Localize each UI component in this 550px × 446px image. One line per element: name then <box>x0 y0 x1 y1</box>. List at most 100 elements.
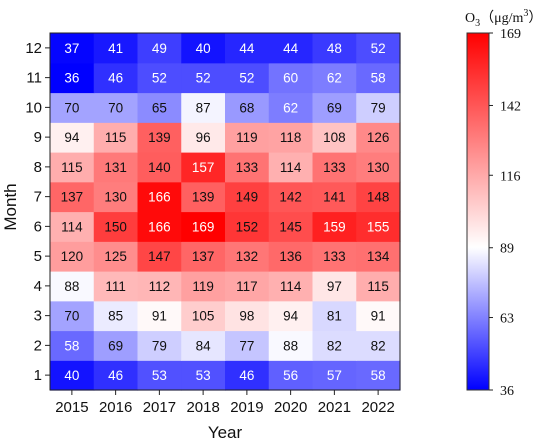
heatmap-cell-label: 41 <box>108 41 123 56</box>
heatmap-cell <box>93 122 139 153</box>
heatmap-cell-label: 65 <box>152 100 167 115</box>
heatmap-cell-label: 137 <box>61 190 84 205</box>
heatmap-cell <box>356 300 401 332</box>
heatmap-cell-label: 159 <box>323 219 346 234</box>
heatmap-cell-label: 36 <box>64 71 79 86</box>
heatmap-cell <box>356 330 401 361</box>
heatmap-cell-label: 70 <box>64 100 79 115</box>
plot-frame <box>49 32 401 391</box>
heatmap-cell <box>93 152 139 183</box>
heatmap-cell-label: 40 <box>196 41 211 56</box>
heatmap-cell <box>181 271 226 302</box>
heatmap-cell <box>93 92 139 123</box>
heatmap-cell-label: 91 <box>371 309 386 324</box>
heatmap-cell <box>93 211 139 242</box>
heatmap-cell <box>312 62 357 94</box>
heatmap-cell <box>312 92 357 123</box>
heatmap-cell <box>268 211 314 242</box>
heatmap-cell-label: 147 <box>148 249 171 264</box>
heatmap-cells <box>50 33 401 391</box>
y-tick-label: 2 <box>34 337 42 354</box>
colorbar-tick-label: 116 <box>500 169 520 184</box>
heatmap-cell <box>356 33 401 64</box>
heatmap-cell-label: 53 <box>152 368 167 383</box>
plot-border <box>49 32 401 391</box>
heatmap-cell <box>181 211 226 242</box>
heatmap-cell-label: 58 <box>371 71 386 86</box>
heatmap-cell-label: 69 <box>108 338 123 353</box>
heatmap-cell <box>356 241 401 272</box>
heatmap-cell <box>181 152 226 183</box>
heatmap-cell <box>356 92 401 123</box>
heatmap-cell-label: 37 <box>64 41 79 56</box>
heatmap-cell <box>50 62 95 94</box>
heatmap-cell-label: 82 <box>327 338 342 353</box>
heatmap-cell <box>225 330 270 361</box>
heatmap-cell <box>93 241 139 272</box>
heatmap-cell <box>225 152 270 183</box>
heatmap-cell <box>93 360 139 391</box>
heatmap-cell-label: 91 <box>152 309 167 324</box>
heatmap-cell <box>181 300 226 332</box>
colorbar-ticks: 36 63 89 116 142 169 <box>489 27 521 399</box>
heatmap-cell-label: 132 <box>236 249 259 264</box>
heatmap-cell-label: 111 <box>105 279 126 294</box>
heatmap-cell-label: 40 <box>64 368 79 383</box>
heatmap-cell-label: 87 <box>196 100 211 115</box>
heatmap-cell <box>268 181 314 213</box>
heatmap-cell-label: 155 <box>367 219 390 234</box>
heatmap-cell-label: 114 <box>280 279 302 294</box>
heatmap-cell-label: 44 <box>283 41 299 56</box>
heatmap-cell-label: 115 <box>61 160 83 175</box>
colorbar-title-end: ） <box>528 10 542 26</box>
heatmap-cell-labels: 40 46 53 53 46 56 57 58 58 69 79 84 77 88 82 82 70 85 91 10… <box>61 41 390 383</box>
heatmap-cell-label: 48 <box>327 41 342 56</box>
heatmap-cell-label: 148 <box>367 190 390 205</box>
colorbar-title-sub: 3 <box>475 18 480 29</box>
heatmap-cell-label: 112 <box>149 279 171 294</box>
y-tick-label: 9 <box>34 129 42 146</box>
heatmap-cell-label: 88 <box>64 279 79 294</box>
heatmap-cell-label: 140 <box>148 160 171 175</box>
heatmap-cell-label: 52 <box>239 71 254 86</box>
heatmap-cell-label: 60 <box>283 71 298 86</box>
heatmap-cell-label: 57 <box>327 368 342 383</box>
heatmap-cell <box>312 152 357 183</box>
heatmap-cell <box>137 62 182 94</box>
x-tick-label: 2022 <box>361 399 394 416</box>
heatmap-cell <box>312 271 357 302</box>
heatmap-cell <box>137 211 182 242</box>
heatmap-cell-label: 145 <box>279 219 302 234</box>
heatmap-cell-label: 139 <box>192 190 215 205</box>
heatmap-cell-label: 84 <box>196 338 212 353</box>
heatmap-cell-label: 58 <box>64 338 79 353</box>
heatmap-cell <box>93 62 139 94</box>
heatmap-cell <box>268 152 314 183</box>
heatmap-cell <box>225 241 270 272</box>
heatmap-cell <box>268 62 314 94</box>
heatmap-cell-label: 62 <box>327 71 342 86</box>
heatmap-cell-label: 120 <box>61 249 84 264</box>
x-tick-label: 2015 <box>55 399 88 416</box>
heatmap-cell-label: 105 <box>192 309 215 324</box>
heatmap-cell <box>268 300 314 332</box>
heatmap-cell <box>225 122 270 153</box>
heatmap-cell-label: 94 <box>283 309 299 324</box>
y-tick-label: 12 <box>25 40 42 57</box>
heatmap-cell <box>356 152 401 183</box>
heatmap-cell <box>137 33 182 64</box>
heatmap-cell <box>268 241 314 272</box>
heatmap-cell-label: 58 <box>371 368 386 383</box>
y-tick-label: 1 <box>34 367 42 384</box>
heatmap-cell-label: 81 <box>327 309 342 324</box>
heatmap-cell-label: 119 <box>236 130 258 145</box>
heatmap-cell-label: 150 <box>104 219 127 234</box>
heatmap-cell <box>137 300 182 332</box>
heatmap-cell-label: 149 <box>236 190 259 205</box>
heatmap-cell-label: 126 <box>367 130 390 145</box>
heatmap-cell <box>181 33 226 64</box>
x-axis-ticks: 2015 2016 2017 2018 2019 2020 2021 2022 <box>55 390 395 416</box>
x-tick-label: 2020 <box>274 399 307 416</box>
heatmap-cell-label: 88 <box>283 338 298 353</box>
